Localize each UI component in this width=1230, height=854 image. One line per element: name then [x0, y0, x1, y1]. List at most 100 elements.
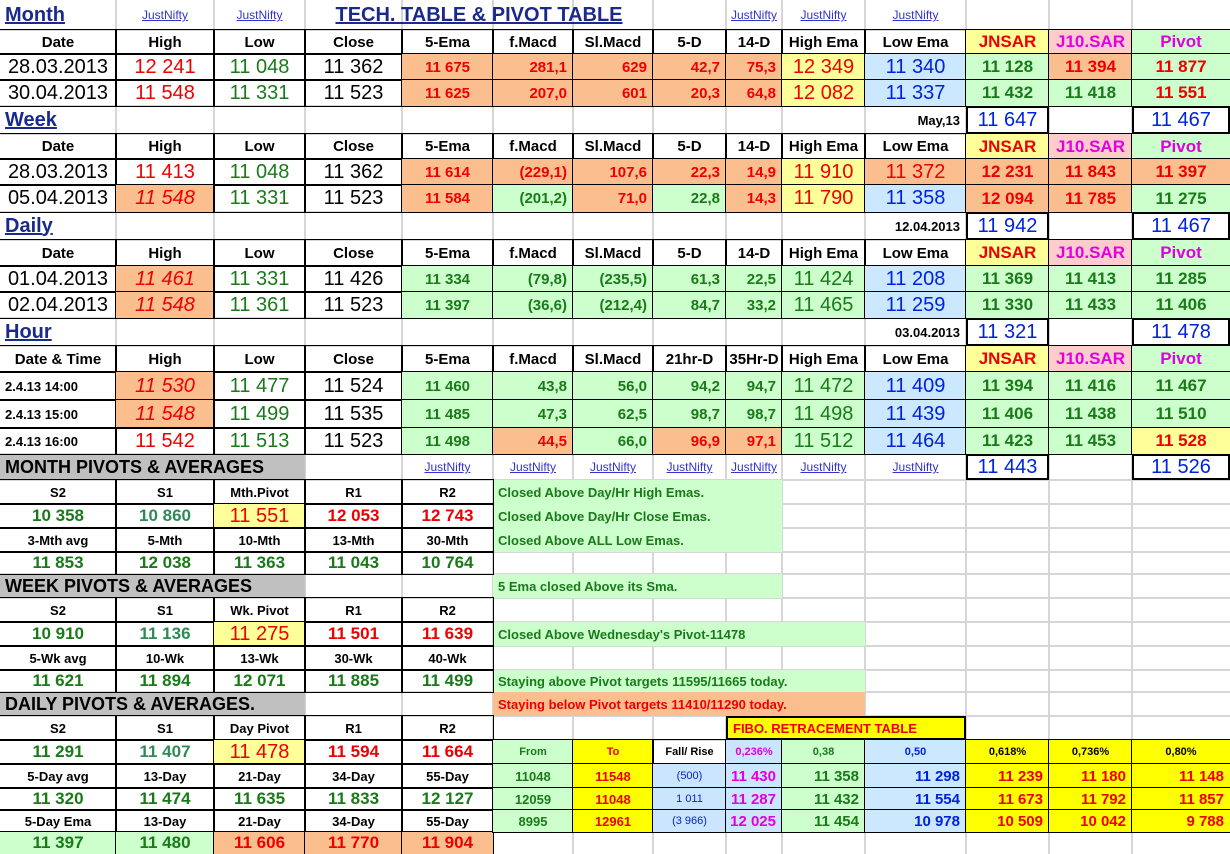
pivot-value: 11 639: [401, 621, 494, 647]
hour-high_ema: 11 472: [781, 371, 866, 401]
header-low: Low: [213, 239, 306, 267]
justnifty-link[interactable]: JustNifty: [892, 460, 939, 474]
grid-cell: [652, 317, 727, 347]
fibo-value: 11 454: [781, 809, 866, 833]
month-high_ema: 12 082: [781, 79, 866, 107]
week-pivots-title: WEEK PIVOTS & AVERAGES: [0, 574, 305, 598]
grid-cell: [781, 479, 866, 505]
pivot-value: 12 053: [304, 503, 403, 529]
grid-cell: [572, 551, 654, 575]
justnifty-link[interactable]: JustNifty: [424, 460, 471, 474]
note-4: 5 Ema closed Above its Sma.: [493, 574, 782, 598]
daily-ema5: 11 397: [401, 291, 494, 319]
header-ema5: 5-Ema: [401, 133, 494, 160]
header-high: High: [115, 29, 215, 55]
header-low: Low: [213, 345, 306, 373]
section-daily: Daily: [5, 214, 53, 237]
grid-cell: [492, 211, 574, 241]
fibo-value: 12 025: [725, 809, 783, 833]
grid-cell: [492, 551, 574, 575]
hour-fmacd: 44,5: [492, 427, 574, 455]
pivot-header-r1: R1: [304, 479, 403, 505]
grid-cell: [652, 105, 727, 135]
daily-fmacd: (36,6): [492, 291, 574, 319]
pivot-value: 11 551: [213, 503, 306, 529]
header-ema5: 5-Ema: [401, 345, 494, 373]
daily-jnsar: 11 330: [965, 291, 1050, 319]
week-d5: 22,3: [652, 158, 727, 186]
pivot-header-s2: S2: [0, 479, 117, 505]
justnifty-link[interactable]: JustNifty: [141, 8, 188, 22]
justnifty-link[interactable]: JustNifty: [236, 8, 283, 22]
justnifty-link[interactable]: JustNifty: [730, 8, 777, 22]
grid-cell: [652, 831, 727, 854]
hour-d5: 98,7: [652, 399, 727, 429]
week-footer-jnsar: 11 942: [966, 212, 1049, 240]
hour-close: 11 535: [304, 399, 403, 429]
week-high: 11 548: [115, 184, 215, 213]
fibo-value: 12059: [492, 787, 574, 811]
justnifty-link[interactable]: JustNifty: [800, 460, 847, 474]
fibo-value: 10 509: [965, 809, 1050, 833]
avg-label: 55-Day: [401, 763, 494, 789]
month-low_ema: 11 340: [864, 53, 967, 81]
pivot-header-mth_pivot: Mth.Pivot: [213, 479, 306, 505]
week-low: 11 331: [213, 184, 306, 213]
pivot-header-r1: R1: [304, 715, 403, 741]
grid-cell: [1048, 479, 1133, 505]
grid-cell: [864, 831, 967, 854]
ema-value: 11 397: [0, 831, 117, 854]
fibo-value: 10 978: [864, 809, 967, 833]
grid-cell: [864, 597, 967, 623]
grid-cell: [864, 479, 967, 505]
justnifty-link[interactable]: JustNifty: [800, 8, 847, 22]
hour-pivot: 11 528: [1131, 427, 1230, 455]
header-high_ema: High Ema: [781, 239, 866, 267]
month-pivots-title: MONTH PIVOTS & AVERAGES: [0, 454, 305, 480]
justnifty-link[interactable]: JustNifty: [666, 460, 713, 474]
hour-j10sar: 11 438: [1048, 399, 1133, 429]
ema-value: 11 904: [401, 831, 494, 854]
daily-d14: 33,2: [725, 291, 783, 319]
hour-date: 2.4.13 14:00: [0, 371, 117, 401]
grid-cell: [572, 211, 654, 241]
justnifty-link[interactable]: JustNifty: [730, 460, 777, 474]
daily-low_ema: 11 259: [864, 291, 967, 319]
avg-value: 10 764: [401, 551, 494, 575]
month-footer-jnsar: 11 647: [966, 106, 1049, 134]
grid-cell: [572, 597, 654, 623]
grid-cell: [781, 317, 866, 347]
week-fmacd: (229,1): [492, 158, 574, 186]
header-d14: 14-D: [725, 239, 783, 267]
header-slmacd: Sl.Macd: [572, 239, 654, 267]
grid-cell: [965, 691, 1050, 717]
grid-cell: [725, 597, 783, 623]
note-5: Closed Above Wednesday's Pivot-11478: [493, 622, 865, 646]
fibo-value: 11 554: [864, 787, 967, 811]
justnifty-link[interactable]: JustNifty: [589, 460, 636, 474]
grid-cell: [572, 317, 654, 347]
note-7: Staying below Pivot targets 11410/11290 …: [493, 692, 865, 716]
justnifty-link[interactable]: JustNifty: [892, 8, 939, 22]
grid-cell: [1131, 479, 1230, 505]
avg-label: 13-Wk: [213, 645, 306, 671]
daily-high_ema: 11 424: [781, 265, 866, 293]
fibo-header: From: [492, 739, 574, 765]
header-hr21: 21hr-D: [652, 345, 727, 373]
daily-slmacd: (212,4): [572, 291, 654, 319]
grid-cell: [492, 645, 574, 671]
grid-cell: [1131, 691, 1230, 717]
avg-value: 11 499: [401, 669, 494, 693]
section-hour: Hour: [5, 320, 52, 343]
grid-cell: [781, 105, 866, 135]
grid-cell: [115, 211, 215, 241]
justnifty-link[interactable]: JustNifty: [509, 460, 556, 474]
hour-d14: 98,7: [725, 399, 783, 429]
month-low_ema: 11 337: [864, 79, 967, 107]
hour-date: 2.4.13 15:00: [0, 399, 117, 429]
header-pivot: Pivot: [1131, 345, 1230, 373]
header-date_time: Date & Time: [0, 345, 117, 373]
grid-cell: [725, 831, 783, 854]
fibo-value: 11 239: [965, 763, 1050, 789]
hour-close: 11 523: [304, 427, 403, 455]
